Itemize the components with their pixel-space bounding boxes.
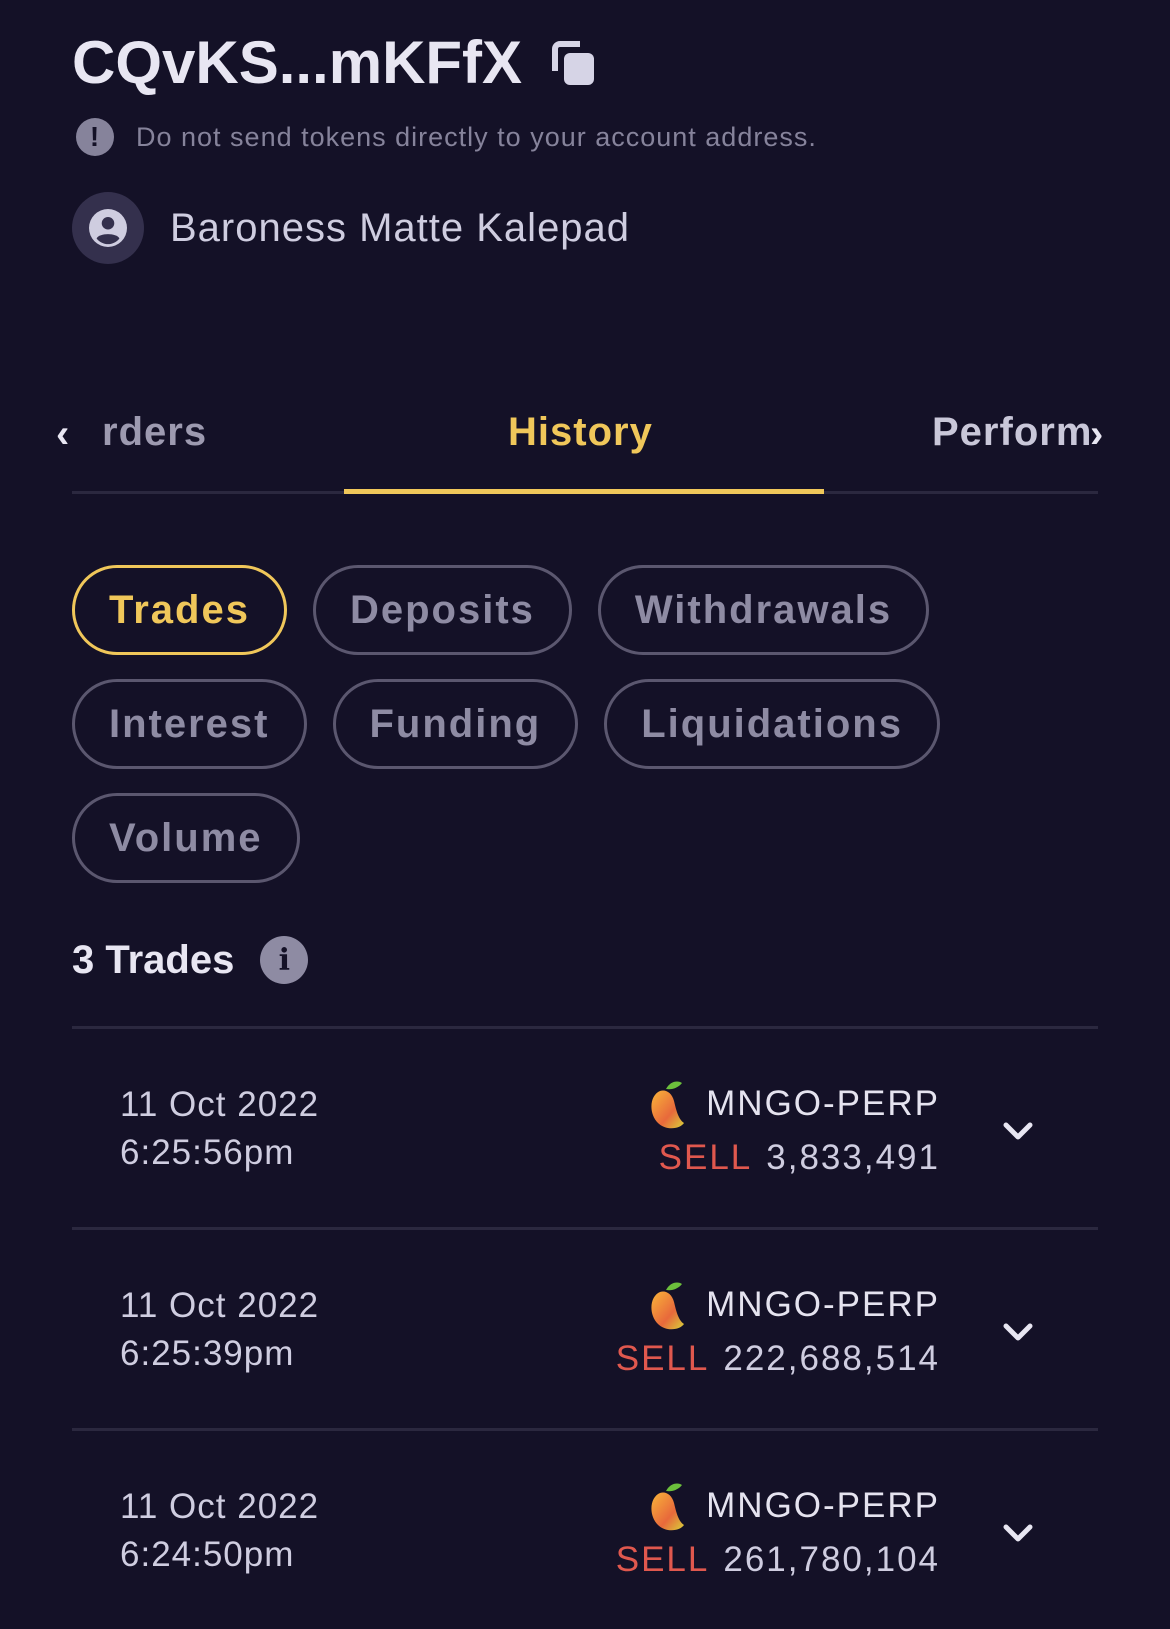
filter-interest[interactable]: Interest bbox=[72, 679, 307, 769]
trade-size: 261,780,104 bbox=[723, 1540, 940, 1579]
trade-market: MNGO-PERP SELL 3,833,491 bbox=[646, 1077, 940, 1185]
mango-icon bbox=[651, 1282, 685, 1330]
filter-trades[interactable]: Trades bbox=[72, 565, 287, 655]
chevron-down-icon[interactable] bbox=[998, 1513, 1038, 1553]
table-row[interactable]: 11 Oct 2022 6:25:56pm MNGO-PERP SELL 3,833… bbox=[72, 1026, 1098, 1227]
market-name: MNGO-PERP bbox=[706, 1285, 940, 1324]
exclamation-icon: ! bbox=[76, 118, 114, 156]
tab-performance[interactable]: Perform bbox=[932, 410, 1093, 454]
copy-icon[interactable] bbox=[552, 40, 595, 85]
trade-side: SELL bbox=[615, 1339, 710, 1378]
trade-side: SELL bbox=[615, 1540, 710, 1579]
trades-count-text: 3 Trades bbox=[72, 937, 235, 982]
chevron-down-icon[interactable] bbox=[998, 1312, 1038, 1352]
trade-size: 3,833,491 bbox=[766, 1138, 940, 1177]
trade-market: MNGO-PERP SELL 261,780,104 bbox=[616, 1479, 940, 1587]
trade-time: 6:24:50pm bbox=[120, 1535, 295, 1574]
table-row[interactable]: 11 Oct 2022 6:24:50pm MNGO-PERP SELL 261,7… bbox=[72, 1428, 1098, 1629]
tab-orders[interactable]: rders bbox=[102, 410, 208, 454]
trade-date: 11 Oct 2022 bbox=[120, 1487, 320, 1526]
account-address: CQvKS...mKFfX bbox=[72, 28, 595, 97]
info-icon[interactable]: i bbox=[260, 936, 309, 984]
trade-date: 11 Oct 2022 bbox=[120, 1085, 320, 1124]
mango-icon bbox=[651, 1483, 685, 1531]
filter-volume[interactable]: Volume bbox=[72, 793, 300, 883]
trade-date: 11 Oct 2022 bbox=[120, 1286, 320, 1325]
filter-funding[interactable]: Funding bbox=[332, 679, 579, 769]
trades-count: 3 Trades i bbox=[72, 936, 309, 984]
filter-deposits[interactable]: Deposits bbox=[312, 565, 572, 655]
tab-bar: ‹ rders History Perform › bbox=[56, 390, 1103, 494]
user-icon bbox=[89, 209, 127, 247]
chevron-left-icon[interactable]: ‹ bbox=[56, 412, 70, 456]
trade-time: 6:25:56pm bbox=[120, 1133, 295, 1172]
trade-datetime: 11 Oct 2022 6:25:39pm bbox=[120, 1282, 319, 1378]
market-name: MNGO-PERP bbox=[706, 1486, 940, 1525]
market-name: MNGO-PERP bbox=[706, 1084, 940, 1123]
chevron-down-icon[interactable] bbox=[998, 1111, 1038, 1151]
active-tab-indicator bbox=[344, 489, 824, 494]
account-address-text: CQvKS...mKFfX bbox=[72, 29, 523, 96]
trade-size: 222,688,514 bbox=[723, 1339, 940, 1378]
mango-icon bbox=[651, 1081, 685, 1129]
trade-datetime: 11 Oct 2022 6:24:50pm bbox=[120, 1483, 319, 1579]
warning-text: Do not send tokens directly to your acco… bbox=[136, 121, 817, 152]
address-warning: ! Do not send tokens directly to your ac… bbox=[76, 118, 817, 156]
table-row[interactable]: 11 Oct 2022 6:25:39pm MNGO-PERP SELL 222,6… bbox=[72, 1227, 1098, 1428]
filter-withdrawals[interactable]: Withdrawals bbox=[597, 565, 930, 655]
chevron-right-icon[interactable]: › bbox=[1090, 412, 1104, 456]
trade-market: MNGO-PERP SELL 222,688,514 bbox=[616, 1278, 940, 1386]
filter-liquidations[interactable]: Liquidations bbox=[604, 679, 940, 769]
trade-datetime: 11 Oct 2022 6:25:56pm bbox=[120, 1081, 319, 1177]
trade-time: 6:25:39pm bbox=[120, 1334, 295, 1373]
history-filters: Trades Deposits Withdrawals Interest Fun… bbox=[72, 565, 972, 883]
profile: Baroness Matte Kalepad bbox=[72, 192, 630, 264]
avatar bbox=[72, 192, 144, 264]
trade-side: SELL bbox=[658, 1138, 753, 1177]
tab-history[interactable]: History bbox=[508, 410, 653, 454]
profile-name: Baroness Matte Kalepad bbox=[170, 205, 631, 250]
